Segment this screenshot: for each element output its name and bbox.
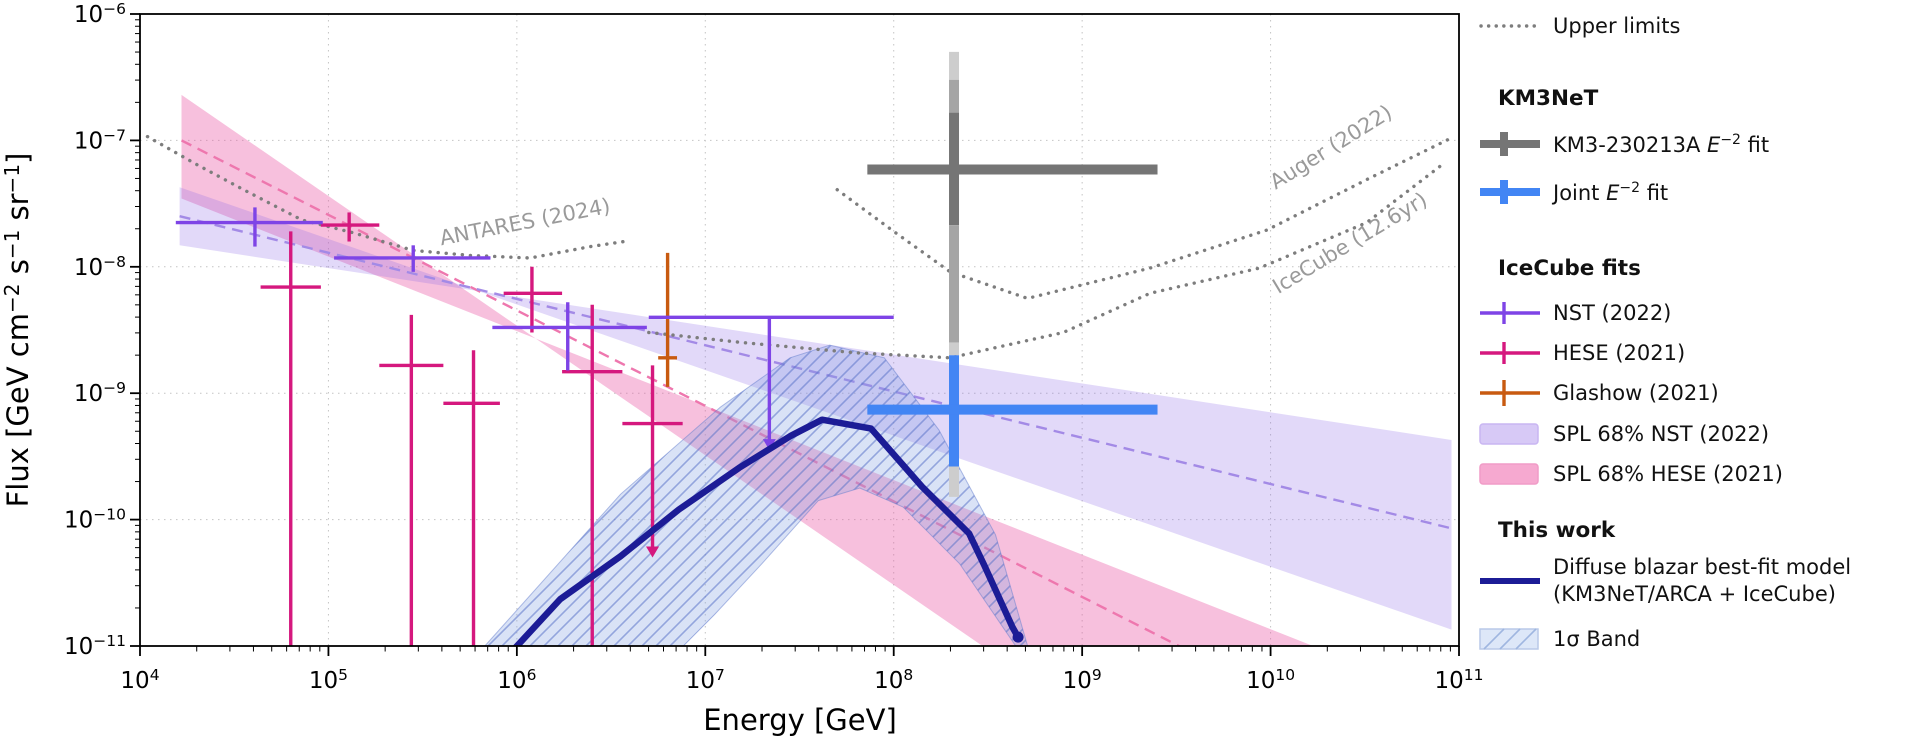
legend-row-glashow: Glashow (2021) bbox=[1478, 379, 1719, 407]
legend-row-km3-fit: KM3-230213A E−2 fit bbox=[1478, 130, 1769, 158]
legend-row-joint-fit: Joint E−2 fit bbox=[1478, 178, 1668, 206]
hatched-band-swatch bbox=[1479, 628, 1539, 650]
legend-label-blazar-model: Diffuse blazar best-fit model (KM3NeT/AR… bbox=[1553, 555, 1852, 606]
legend-label-spl-nst: SPL 68% NST (2022) bbox=[1553, 422, 1770, 446]
dotted-line-marker bbox=[1479, 24, 1541, 28]
pink-band-swatch bbox=[1479, 463, 1539, 485]
legend-row-upper-limits: Upper limits bbox=[1478, 12, 1680, 40]
purple-band-swatch bbox=[1479, 423, 1539, 445]
legend-header-this-work: This work bbox=[1498, 518, 1616, 543]
legend-label-upper-limits: Upper limits bbox=[1553, 14, 1681, 38]
magenta-cross-marker bbox=[1480, 342, 1540, 364]
svg-text:Energy [GeV]: Energy [GeV] bbox=[703, 703, 897, 737]
legend-label-joint-fit: Joint E−2 fit bbox=[1553, 179, 1669, 205]
navy-line-marker bbox=[1480, 578, 1540, 584]
legend-row-nst: NST (2022) bbox=[1478, 299, 1671, 327]
svg-text:105: 105 bbox=[309, 666, 348, 694]
legend-label-glashow: Glashow (2021) bbox=[1553, 381, 1719, 405]
legend-row-blazar-model: Diffuse blazar best-fit model (KM3NeT/AR… bbox=[1478, 554, 1851, 608]
legend-row-spl-hese: SPL 68% HESE (2021) bbox=[1478, 460, 1783, 488]
orange-cross-marker bbox=[1480, 380, 1540, 406]
gray-cross-marker bbox=[1480, 132, 1540, 156]
svg-text:Flux [GeV cm−2 s−1 sr−1]: Flux [GeV cm−2 s−1 sr−1] bbox=[0, 153, 35, 508]
legend-label-sigma-band: 1σ Band bbox=[1553, 627, 1641, 651]
legend-header-km3net: KM3NeT bbox=[1498, 86, 1599, 111]
purple-cross-marker bbox=[1480, 302, 1540, 324]
legend-label-hese: HESE (2021) bbox=[1553, 341, 1686, 365]
blue-cross-marker bbox=[1480, 180, 1540, 204]
legend: Upper limits KM3NeT KM3-230213A E−2 fit … bbox=[1478, 0, 1932, 745]
legend-row-spl-nst: SPL 68% NST (2022) bbox=[1478, 420, 1769, 448]
legend-row-sigma-band: 1σ Band bbox=[1478, 625, 1640, 653]
legend-label-km3-fit: KM3-230213A E−2 fit bbox=[1553, 131, 1770, 157]
legend-label-spl-hese: SPL 68% HESE (2021) bbox=[1553, 462, 1783, 486]
legend-row-hese: HESE (2021) bbox=[1478, 339, 1685, 367]
legend-label-nst: NST (2022) bbox=[1553, 301, 1672, 325]
legend-header-icecube: IceCube fits bbox=[1498, 256, 1641, 281]
